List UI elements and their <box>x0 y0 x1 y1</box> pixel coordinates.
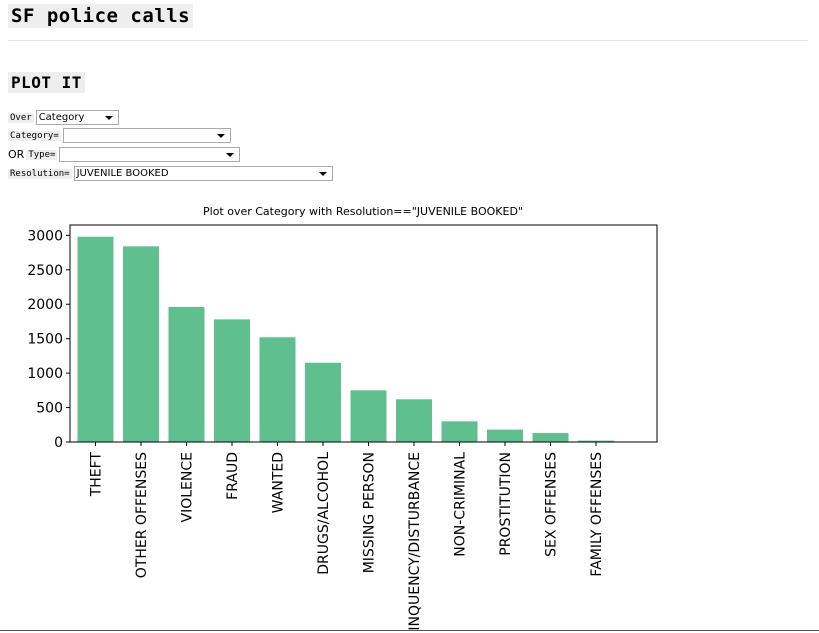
bar <box>578 440 614 442</box>
y-tick-label: 2500 <box>27 263 63 279</box>
x-tick-label: FRAUD <box>225 452 241 500</box>
x-tick-label: VIOLENCE <box>180 452 196 522</box>
y-tick-label: 3000 <box>27 228 63 244</box>
x-tick-label: SEX OFFENSES <box>544 452 560 557</box>
bar <box>168 306 205 442</box>
resolution-row: Resolution= JUVENILE BOOKED <box>8 165 333 182</box>
over-label: Over <box>8 112 34 123</box>
section-title: PLOT IT <box>8 72 85 93</box>
category-label: Category= <box>8 130 61 141</box>
chart-title: Plot over Category with Resolution=="JUV… <box>203 205 523 218</box>
bar <box>77 236 114 442</box>
category-row: Category= <box>8 127 231 144</box>
resolution-select[interactable]: JUVENILE BOOKED <box>73 166 333 181</box>
chevron-down-icon <box>318 172 327 176</box>
y-tick-label: 2000 <box>27 297 63 313</box>
y-tick-label: 0 <box>54 435 63 451</box>
bar <box>487 429 523 442</box>
y-tick-label: 1500 <box>27 332 63 348</box>
bar <box>441 421 478 442</box>
x-tick-label: DRUGS/ALCOHOL <box>316 452 332 575</box>
bar <box>532 433 569 442</box>
category-select[interactable] <box>62 128 231 143</box>
chevron-down-icon <box>226 153 235 157</box>
x-tick-label: FAMILY OFFENSES <box>589 452 605 577</box>
type-row: OR Type= <box>8 146 241 163</box>
y-tick-label: 500 <box>36 401 63 417</box>
over-row: Over Category <box>8 109 119 126</box>
divider <box>8 40 808 41</box>
type-label: Type= <box>26 149 58 160</box>
page-title: SF police calls <box>8 4 194 28</box>
resolution-label: Resolution= <box>8 168 72 179</box>
bar <box>305 362 341 442</box>
x-tick-label: OTHER OFFENSES <box>134 452 150 578</box>
chevron-down-icon <box>216 134 225 138</box>
x-tick-label: WANTED <box>271 452 287 513</box>
plot-frame <box>69 224 658 443</box>
x-tick-label: DELINQUENCY/DISTURBANCE <box>407 452 423 630</box>
page-bottom-border <box>0 630 819 631</box>
x-tick-label: PROSTITUTION <box>498 452 514 556</box>
or-label: OR <box>8 148 25 161</box>
bar <box>214 319 250 442</box>
x-tick-label: NON-CRIMINAL <box>453 452 469 557</box>
type-select[interactable] <box>59 147 241 162</box>
y-tick-label: 1000 <box>27 366 63 382</box>
bar <box>350 390 387 442</box>
bar <box>396 399 432 442</box>
bar-chart: Plot over Category with Resolution=="JUV… <box>27 205 658 630</box>
x-tick-label: MISSING PERSON <box>362 452 378 573</box>
bar <box>123 246 159 442</box>
resolution-select-value: JUVENILE BOOKED <box>76 168 169 179</box>
chevron-down-icon <box>104 116 113 120</box>
x-tick-label: THEFT <box>89 452 105 498</box>
bar <box>259 337 296 442</box>
over-select[interactable]: Category <box>35 110 119 125</box>
over-select-value: Category <box>38 112 85 123</box>
